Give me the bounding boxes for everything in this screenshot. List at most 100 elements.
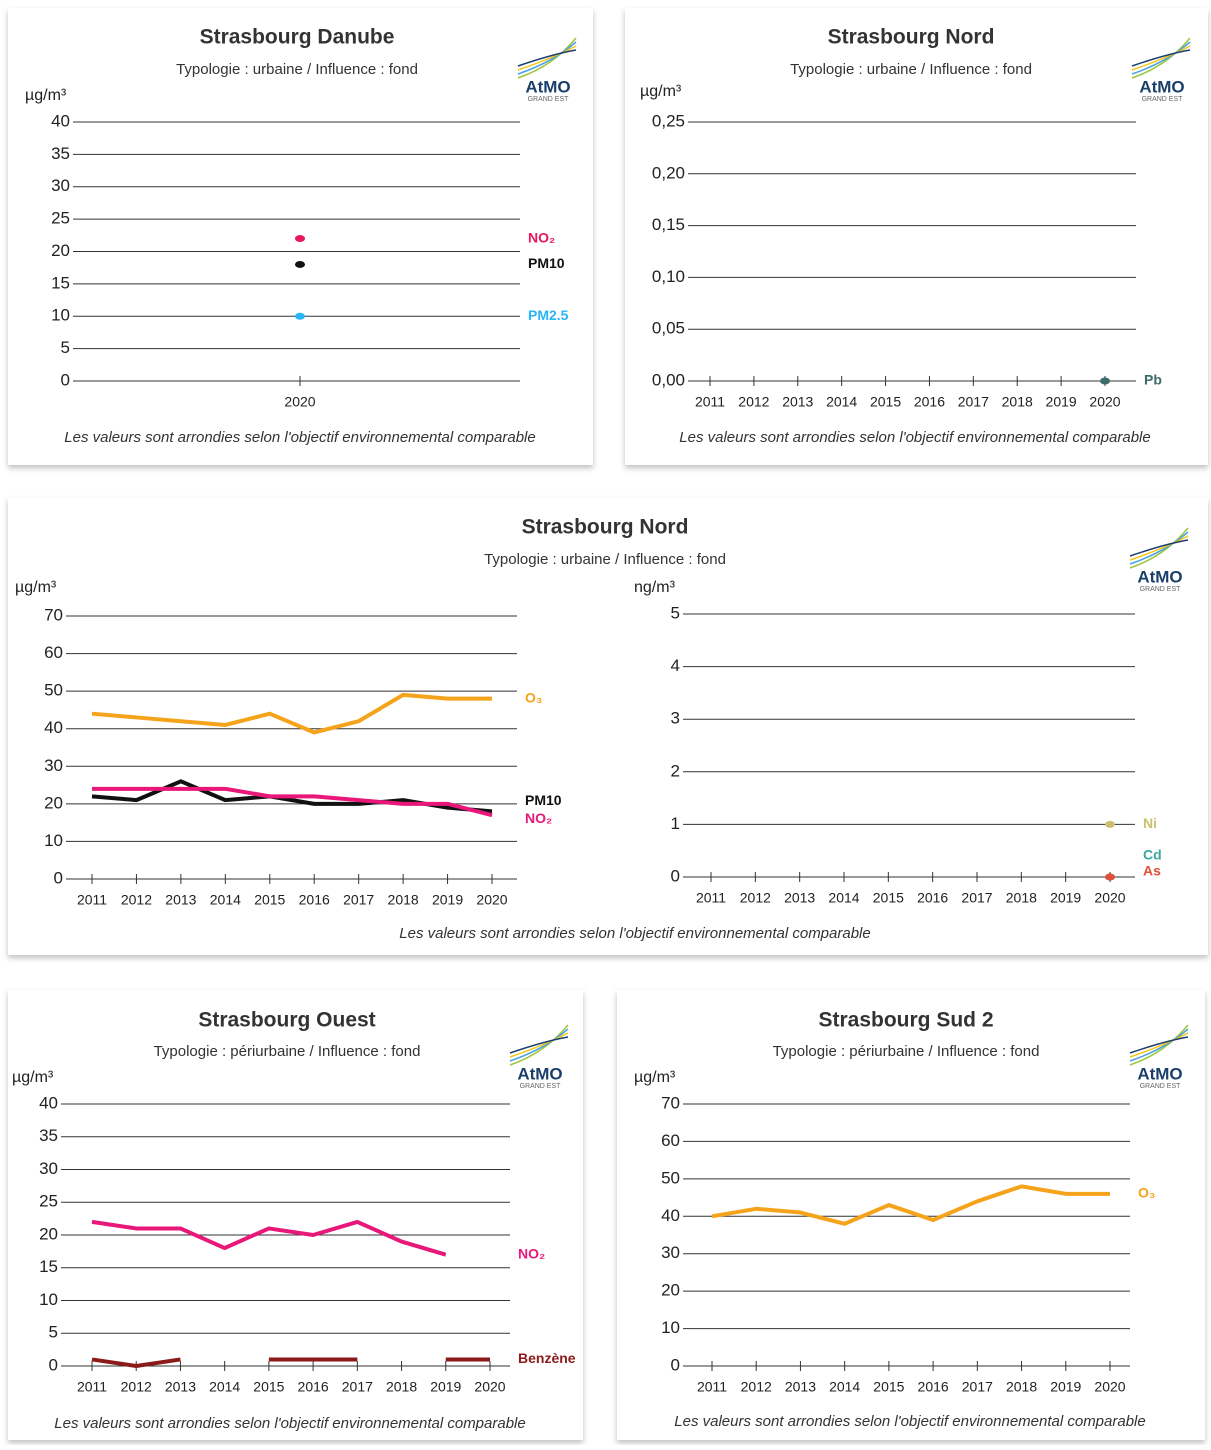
series-line: [91, 1357, 490, 1368]
x-tick-label: 2013: [785, 1379, 816, 1395]
x-tick-label: 2015: [253, 1379, 284, 1395]
y-tick-label: 0,00: [652, 370, 685, 389]
series-label: NO₂: [528, 229, 555, 245]
series-label: O₃: [1138, 1185, 1155, 1201]
point: [1105, 873, 1115, 881]
chart-title: Strasbourg Sud 2: [818, 1009, 993, 1032]
logo-swoosh: [509, 1032, 569, 1058]
y-tick-label: 25: [51, 209, 70, 228]
series-label: As: [1143, 863, 1161, 879]
x-tick-label: 2016: [918, 1379, 949, 1395]
logo-text: AtMO: [1139, 77, 1184, 96]
x-tick-label: 2020: [476, 892, 507, 908]
x-tick-label: 2017: [343, 892, 374, 908]
series-line: [711, 1184, 1110, 1226]
x-tick-label: 2014: [828, 890, 859, 906]
point: [1105, 820, 1115, 828]
y-tick-label: 0,10: [652, 267, 685, 286]
series-label: Ni: [1143, 815, 1157, 831]
logo-swoosh: [1129, 535, 1189, 561]
x-tick-label: 2017: [958, 394, 989, 410]
y-tick-label: 0,15: [652, 215, 685, 234]
logo-swoosh: [1131, 37, 1191, 79]
y-axis-label: µg/m³: [640, 83, 682, 100]
x-tick-label: 2019: [432, 892, 463, 908]
logo-swoosh: [1129, 1036, 1189, 1054]
chart-subtitle: Typologie : urbaine / Influence : fond: [790, 61, 1032, 78]
y-tick-label: 4: [671, 656, 680, 675]
x-tick-label: 2018: [1006, 1379, 1037, 1395]
logo-swoosh: [1129, 527, 1189, 569]
x-tick-label: 2014: [829, 1379, 860, 1395]
logo-text: AtMO: [525, 77, 570, 96]
x-tick-label: 2017: [342, 1379, 373, 1395]
logo-swoosh: [509, 1024, 569, 1066]
chart-subtitle: Typologie : urbaine / Influence : fond: [484, 551, 726, 568]
x-tick-label: 2016: [298, 1379, 329, 1395]
logo-text: AtMO: [1137, 567, 1182, 586]
x-tick-label: 2012: [738, 394, 769, 410]
series-label: NO₂: [518, 1245, 545, 1261]
y-tick-label: 20: [44, 793, 63, 812]
point: [295, 235, 305, 243]
x-tick-label: 2011: [77, 892, 107, 908]
y-tick-label: 0: [671, 866, 680, 885]
y-tick-label: 30: [39, 1159, 58, 1178]
x-tick-label: 2017: [962, 1379, 993, 1395]
logo-swoosh: [1131, 41, 1191, 75]
y-tick-label: 20: [51, 241, 70, 260]
logo-text: AtMO: [517, 1064, 562, 1083]
card: [8, 990, 583, 1440]
chart-subtitle: Typologie : périurbaine / Influence : fo…: [773, 1043, 1040, 1060]
x-tick-label: 2013: [784, 890, 815, 906]
y-tick-label: 35: [51, 144, 70, 163]
chart-subtitle: Typologie : urbaine / Influence : fond: [176, 61, 418, 78]
y-tick-label: 40: [39, 1093, 58, 1112]
y-tick-label: 50: [44, 681, 63, 700]
x-tick-label: 2011: [696, 890, 726, 906]
y-tick-label: 3: [671, 709, 680, 728]
x-tick-label: 2019: [1046, 394, 1077, 410]
x-tick-label: 2020: [1089, 394, 1120, 410]
logo-swoosh: [1129, 1032, 1189, 1058]
x-tick-label: 2020: [1094, 1379, 1125, 1395]
y-tick-label: 2: [671, 761, 680, 780]
y-tick-label: 15: [39, 1257, 58, 1276]
footnote: Les valeurs sont arrondies selon l'objec…: [64, 429, 535, 446]
x-tick-label: 2012: [740, 890, 771, 906]
y-tick-label: 0: [671, 1355, 680, 1374]
y-tick-label: 10: [44, 831, 63, 850]
y-tick-label: 40: [51, 111, 70, 130]
y-tick-label: 5: [61, 338, 70, 357]
chart-title: Strasbourg Nord: [522, 516, 689, 539]
y-tick-label: 0: [61, 370, 70, 389]
x-tick-label: 2012: [121, 892, 152, 908]
x-tick-label: 2019: [1050, 890, 1081, 906]
x-tick-label: 2015: [873, 890, 904, 906]
x-tick-label: 2020: [1094, 890, 1125, 906]
point: [295, 260, 305, 268]
series-label: Benzène: [518, 1350, 576, 1366]
series-line: [91, 692, 492, 735]
y-tick-label: 15: [51, 273, 70, 292]
logo-subtext: GRAND EST: [520, 1083, 562, 1090]
logo-swoosh: [509, 1028, 569, 1062]
y-tick-label: 0,05: [652, 319, 685, 338]
x-tick-label: 2015: [873, 1379, 904, 1395]
x-tick-label: 2015: [254, 892, 285, 908]
card: [625, 8, 1208, 465]
y-tick-label: 50: [661, 1168, 680, 1187]
y-tick-label: 70: [661, 1093, 680, 1112]
y-tick-label: 10: [39, 1290, 58, 1309]
y-tick-label: 20: [39, 1224, 58, 1243]
x-tick-label: 2016: [914, 394, 945, 410]
logo-swoosh: [1131, 49, 1191, 67]
x-tick-label: 2017: [961, 890, 992, 906]
series-line: [92, 786, 493, 818]
y-tick-label: 35: [39, 1126, 58, 1145]
logo-subtext: GRAND EST: [1140, 586, 1182, 593]
y-tick-label: 5: [49, 1323, 58, 1342]
series-label: Pb: [1144, 372, 1162, 388]
y-tick-label: 1: [671, 814, 680, 833]
